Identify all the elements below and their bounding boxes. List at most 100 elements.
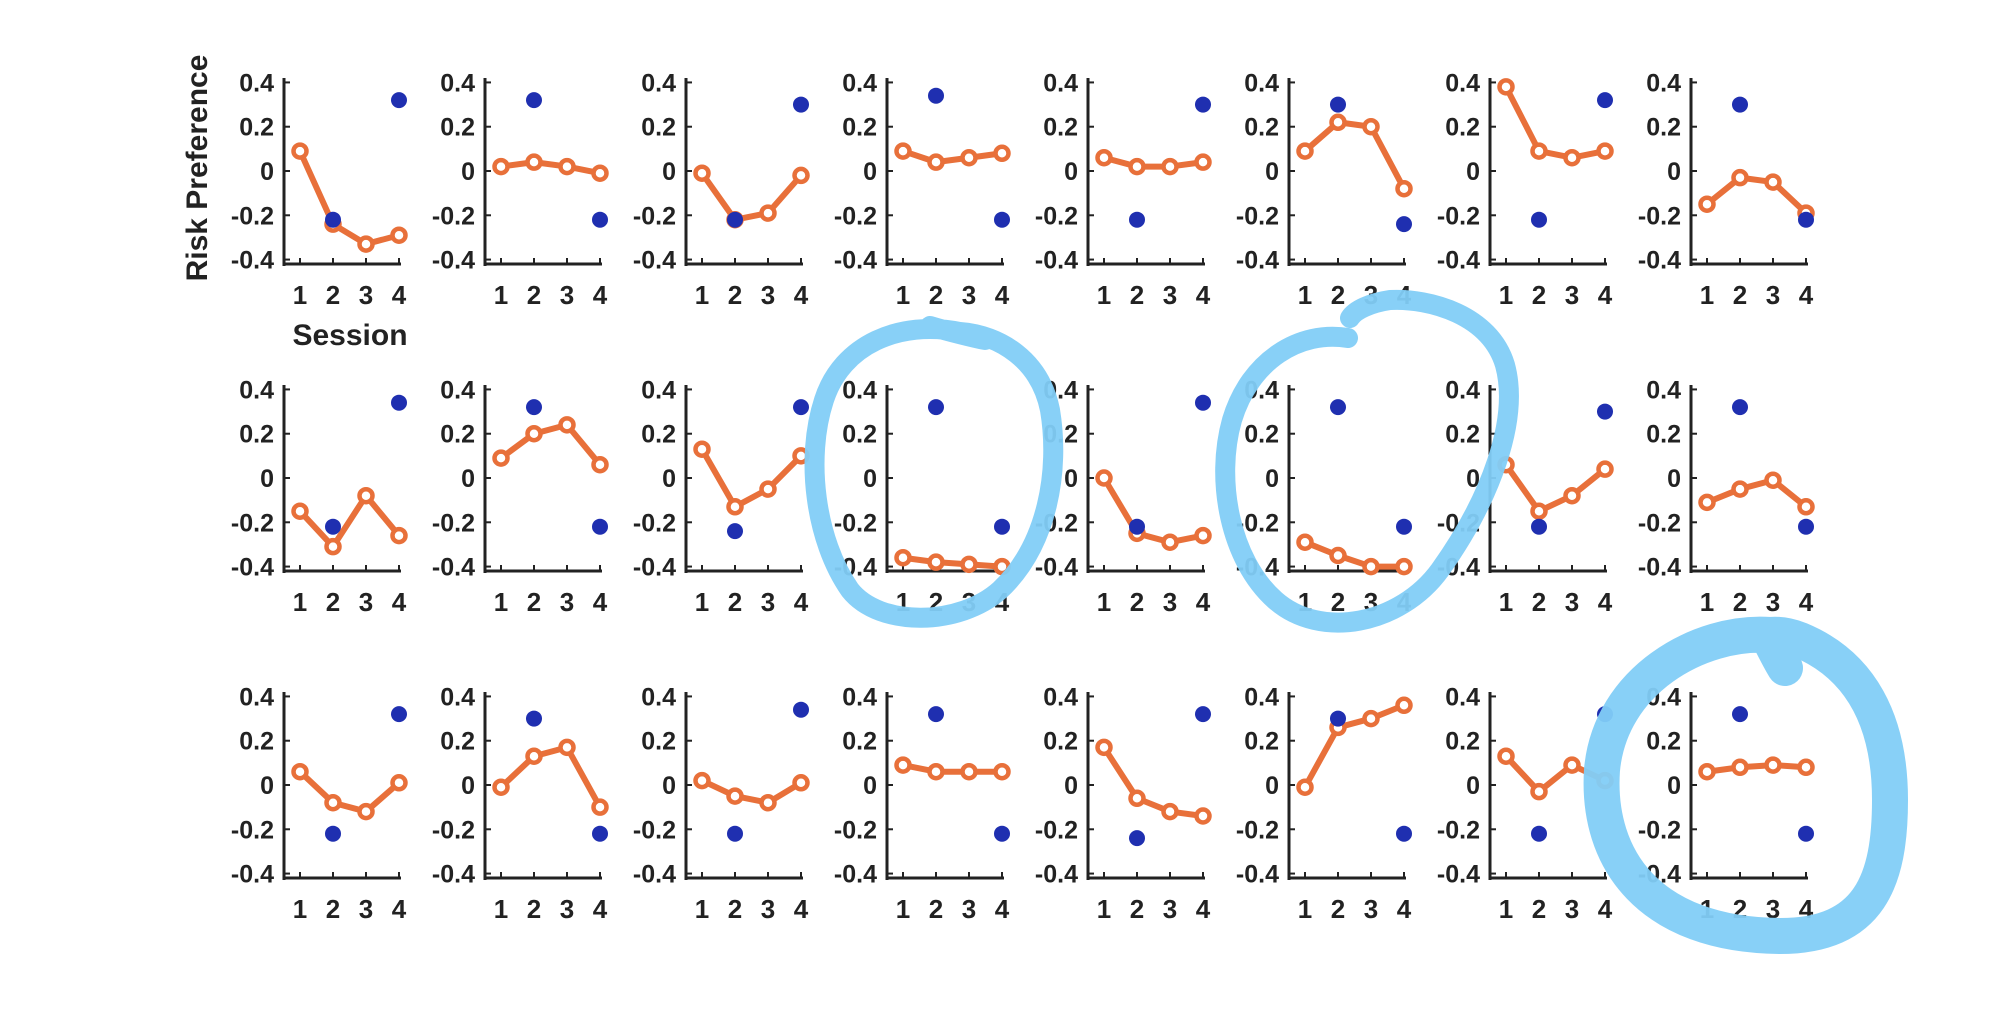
blue-dot — [1798, 518, 1814, 535]
panel-r2-c2: 0.4 0.2 0 -0.2 -0.4 1 2 3 4 — [432, 376, 609, 617]
series-line — [498, 744, 603, 811]
x-tick-label: 3 — [1163, 280, 1177, 310]
x-tick-label: 3 — [359, 280, 373, 310]
series-point — [1329, 546, 1347, 565]
y-tick-label: -0.2 — [1236, 202, 1279, 230]
y-tick-label: 0.4 — [1445, 376, 1480, 404]
series-line — [1302, 539, 1407, 570]
x-tick-label: 4 — [794, 587, 809, 617]
x-tick-label: 4 — [1799, 280, 1814, 310]
series-point — [1194, 807, 1212, 825]
y-tick-label: -0.4 — [432, 247, 475, 275]
x-tick-label: 3 — [560, 587, 574, 617]
series-point — [1161, 157, 1179, 176]
x-tick-label: 4 — [593, 280, 608, 310]
blue-dot — [1798, 211, 1814, 228]
series-line — [498, 159, 603, 177]
y-tick-label: -0.2 — [432, 816, 475, 844]
x-tick-label: 1 — [1499, 280, 1513, 310]
y-tick-label: 0 — [260, 465, 274, 493]
x-tick-label: 1 — [695, 587, 709, 617]
blue-dot — [1129, 830, 1145, 847]
series-line — [699, 777, 804, 806]
series-point — [726, 787, 744, 805]
y-tick-label: 0 — [1466, 772, 1480, 800]
y-tick-label: 0 — [1064, 158, 1078, 186]
y-tick-label: -0.2 — [1638, 509, 1681, 537]
series-point — [1296, 778, 1314, 796]
series-point — [390, 526, 408, 545]
series-point — [591, 164, 609, 182]
x-tick-label: 2 — [326, 587, 340, 617]
y-tick-label: 0 — [863, 772, 877, 800]
y-tick-label: -0.2 — [231, 509, 274, 537]
series-line — [699, 170, 804, 223]
series-point — [759, 480, 777, 498]
series-point — [1161, 533, 1179, 551]
y-axis-title: Risk Preference — [181, 55, 214, 282]
blue-dot — [1195, 706, 1211, 723]
series-point — [894, 548, 912, 567]
x-tick-label: 2 — [728, 587, 742, 617]
y-tick-label: 0 — [461, 158, 475, 186]
annotation-circle-3 — [1583, 616, 1908, 954]
x-tick-label: 2 — [929, 894, 943, 924]
series-point — [1563, 148, 1581, 167]
y-tick-label: 0.4 — [239, 69, 274, 97]
x-tick-label: 3 — [761, 280, 775, 310]
series-line — [498, 421, 603, 468]
y-tick-label: -0.4 — [834, 861, 877, 889]
series-point — [1530, 782, 1548, 801]
series-point — [357, 486, 375, 505]
y-tick-label: -0.4 — [834, 247, 877, 275]
x-tick-label: 1 — [494, 587, 508, 617]
series-point — [993, 762, 1011, 781]
y-tick-label: 0.4 — [1244, 69, 1279, 97]
series-point — [558, 157, 576, 176]
panels-group: 0.40.20-0.2-0.41 2 3 40.40.20-0.2-0.41 2 3 40.… — [231, 69, 1815, 924]
y-tick-label: 0 — [461, 772, 475, 800]
y-tick-label: 0.2 — [440, 728, 475, 756]
x-tick-label: 2 — [1331, 280, 1345, 310]
x-tick-label: 1 — [1097, 587, 1111, 617]
series-point — [1095, 148, 1113, 167]
panel-r1-c1: 0.4 0.2 0 -0.2 -0.4 1 2 3 4 — [231, 69, 408, 310]
x-tick-label: 1 — [695, 280, 709, 310]
x-tick-label: 2 — [1130, 894, 1144, 924]
x-tick-label: 3 — [1163, 587, 1177, 617]
y-tick-label: 0 — [863, 465, 877, 493]
x-tick-label: 3 — [962, 894, 976, 924]
series-point — [927, 153, 945, 171]
y-tick-label: 0 — [1265, 465, 1279, 493]
series-point — [1530, 142, 1548, 160]
series-point — [726, 498, 744, 516]
x-tick-label: 4 — [392, 894, 407, 924]
y-tick-label: -0.4 — [1638, 247, 1681, 275]
y-tick-label: 0.2 — [239, 421, 274, 449]
series-point — [492, 157, 510, 176]
x-tick-label: 2 — [1733, 280, 1747, 310]
series-point — [324, 793, 342, 812]
y-tick-label: 0.2 — [842, 421, 877, 449]
x-tick-label: 3 — [1163, 894, 1177, 924]
series-point — [1194, 526, 1212, 545]
y-tick-label: 0.2 — [440, 421, 475, 449]
y-tick-label: 0.4 — [842, 69, 877, 97]
y-tick-label: 0.4 — [1646, 376, 1681, 404]
x-tick-label: 4 — [1196, 894, 1211, 924]
x-tick-label: 1 — [293, 280, 307, 310]
blue-dot — [526, 92, 542, 109]
series-point — [291, 762, 309, 781]
series-point — [759, 204, 777, 222]
x-tick-label: 4 — [794, 894, 809, 924]
panel-r1-c8: 0.4 0.2 0 -0.2 -0.4 1 2 3 4 — [1638, 69, 1815, 310]
y-tick-label: 0.2 — [641, 421, 676, 449]
x-tick-label: 3 — [761, 894, 775, 924]
x-tick-label: 1 — [1700, 587, 1714, 617]
x-tick-label: 3 — [1364, 894, 1378, 924]
series-point — [291, 502, 309, 520]
y-tick-label: 0.2 — [1244, 114, 1279, 142]
series-point — [357, 235, 375, 253]
blue-dot — [727, 523, 743, 540]
series-line — [1302, 119, 1407, 192]
